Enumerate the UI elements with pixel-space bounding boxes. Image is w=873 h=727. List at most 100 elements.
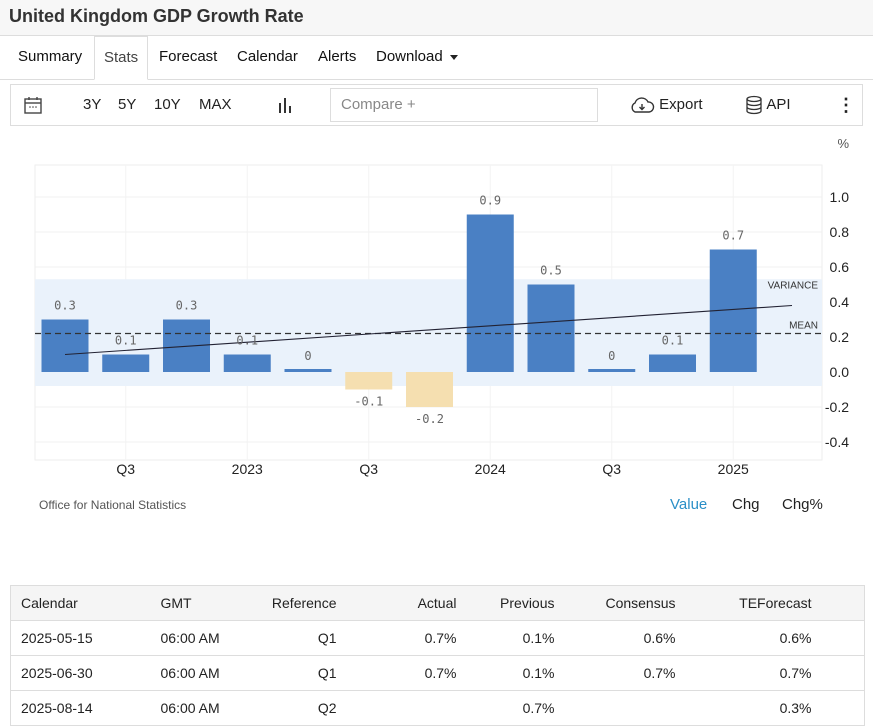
col-calendar: Calendar <box>10 585 151 621</box>
tab-download[interactable]: Download <box>367 36 467 80</box>
data-label: 0.9 <box>479 194 501 208</box>
table-cell: 0.7% <box>346 655 467 691</box>
export-label: Export <box>659 96 703 113</box>
table-cell: 0.7% <box>466 690 565 726</box>
table-cell: 0.6% <box>564 620 686 656</box>
col-previous: Previous <box>466 585 565 621</box>
tab-alerts[interactable]: Alerts <box>318 48 357 65</box>
bar <box>649 354 696 372</box>
data-label: 0.1 <box>662 334 684 348</box>
y-tick-label: 0.8 <box>830 224 850 240</box>
value-tab-value[interactable]: Value <box>670 496 708 513</box>
table-cell: Q1 <box>260 620 347 656</box>
table-cell-spacer <box>821 655 865 691</box>
table-row: 2025-06-30 06:00 AM Q1 0.7% 0.1% 0.7% 0.7% <box>10 655 865 691</box>
table-cell: Q1 <box>260 655 347 691</box>
title-bar <box>0 0 873 36</box>
table-cell: 06:00 AM <box>150 690 261 726</box>
trend-line <box>64 304 793 356</box>
value-tab-chg[interactable]: Chg <box>732 496 760 513</box>
table-cell: 2025-06-30 <box>10 655 151 691</box>
y-tick-label: 0.4 <box>830 294 850 310</box>
range-3y[interactable]: 3Y <box>83 96 102 113</box>
export-button[interactable]: Export <box>629 85 703 125</box>
table-cell: 0.7% <box>346 620 467 656</box>
bar <box>223 354 271 372</box>
variance-band <box>35 279 822 386</box>
y-tick-label: 0.0 <box>830 364 850 380</box>
bar <box>345 372 393 390</box>
range-max[interactable]: MAX <box>199 96 232 113</box>
table-cell: 2025-08-14 <box>10 690 151 726</box>
x-tick-label: 2024 <box>475 461 506 477</box>
bar <box>406 372 453 407</box>
table-cell-spacer <box>821 620 865 656</box>
chart-type-icon[interactable] <box>277 85 293 125</box>
calendar-table: Calendar GMT Reference Actual Previous C… <box>10 585 865 726</box>
data-label: 0.3 <box>54 299 76 313</box>
col-actual: Actual <box>346 585 467 621</box>
col-consensus: Consensus <box>564 585 686 621</box>
col-spacer <box>821 585 865 621</box>
table-row: 2025-08-14 06:00 AM Q2 0.7% 0.3% <box>10 690 865 726</box>
bar <box>284 369 332 372</box>
compare-input[interactable]: Compare + <box>330 88 598 122</box>
table-cell: 06:00 AM <box>150 620 261 656</box>
bar <box>41 319 89 372</box>
source-label: Office for National Statistics <box>39 498 187 512</box>
table-header: Calendar GMT Reference Actual Previous C… <box>10 585 865 621</box>
bar <box>466 214 514 372</box>
data-label: 0.1 <box>115 334 137 348</box>
chart-toolbar: 3Y 5Y 10Y MAX Compare + Export API ⋮ <box>10 84 863 126</box>
data-label: 0.1 <box>236 334 258 348</box>
more-options-icon[interactable]: ⋮ <box>837 95 855 115</box>
tab-stats[interactable]: Stats <box>94 36 149 80</box>
tab-summary[interactable]: Summary <box>18 48 83 65</box>
table-cell: 0.1% <box>466 620 565 656</box>
data-label: -0.2 <box>415 412 444 426</box>
data-label: 0.3 <box>176 299 198 313</box>
table-cell <box>564 690 686 726</box>
table-cell: 0.1% <box>466 655 565 691</box>
api-button[interactable]: API <box>745 85 791 125</box>
unit-label: % <box>837 136 849 151</box>
data-label: 0 <box>304 349 311 363</box>
table-cell: Q2 <box>260 690 347 726</box>
bar <box>102 354 150 372</box>
data-label: 0.7 <box>722 229 744 243</box>
col-gmt: GMT <box>150 585 261 621</box>
api-label: API <box>766 96 791 113</box>
x-tick-label: 2025 <box>718 461 749 477</box>
x-tick-label: 2023 <box>232 461 263 477</box>
data-label: 0 <box>608 349 615 363</box>
tab-calendar[interactable]: Calendar <box>237 48 298 65</box>
y-tick-label: 1.0 <box>830 189 850 205</box>
table-cell: 0.6% <box>685 620 822 656</box>
x-tick-label: Q3 <box>116 461 135 477</box>
range-10y[interactable]: 10Y <box>154 96 181 113</box>
range-5y[interactable]: 5Y <box>118 96 137 113</box>
table-cell: 0.7% <box>564 655 686 691</box>
y-tick-label: -0.4 <box>825 434 849 450</box>
table-cell: 06:00 AM <box>150 655 261 691</box>
y-tick-label: 0.2 <box>830 329 850 345</box>
value-tab-chg-pct[interactable]: Chg% <box>782 496 823 513</box>
table-cell <box>346 690 467 726</box>
calendar-icon[interactable] <box>23 85 43 125</box>
tab-forecast[interactable]: Forecast <box>159 48 218 65</box>
bar <box>588 369 636 372</box>
table-row: 2025-05-15 06:00 AM Q1 0.7% 0.1% 0.6% 0.6% <box>10 620 865 656</box>
y-tick-label: -0.2 <box>825 399 849 415</box>
gdp-growth-chart: VARIANCE MEAN % 0.3 0.1 0.3 0.1 0 -0.1 -0.2 0.9… <box>34 136 850 477</box>
data-label: -0.1 <box>354 395 383 409</box>
table-cell-spacer <box>821 690 865 726</box>
variance-label: VARIANCE <box>768 280 819 291</box>
table-cell: 0.7% <box>685 655 822 691</box>
table-cell: 2025-05-15 <box>10 620 151 656</box>
x-tick-label: Q3 <box>359 461 378 477</box>
tab-bar: Summary Stats Forecast Calendar Alerts D… <box>0 36 873 80</box>
x-tick-label: Q3 <box>602 461 621 477</box>
page-title: United Kingdom GDP Growth Rate <box>9 6 304 26</box>
data-label: 0.5 <box>540 264 562 278</box>
col-teforecast: TEForecast <box>685 585 822 621</box>
